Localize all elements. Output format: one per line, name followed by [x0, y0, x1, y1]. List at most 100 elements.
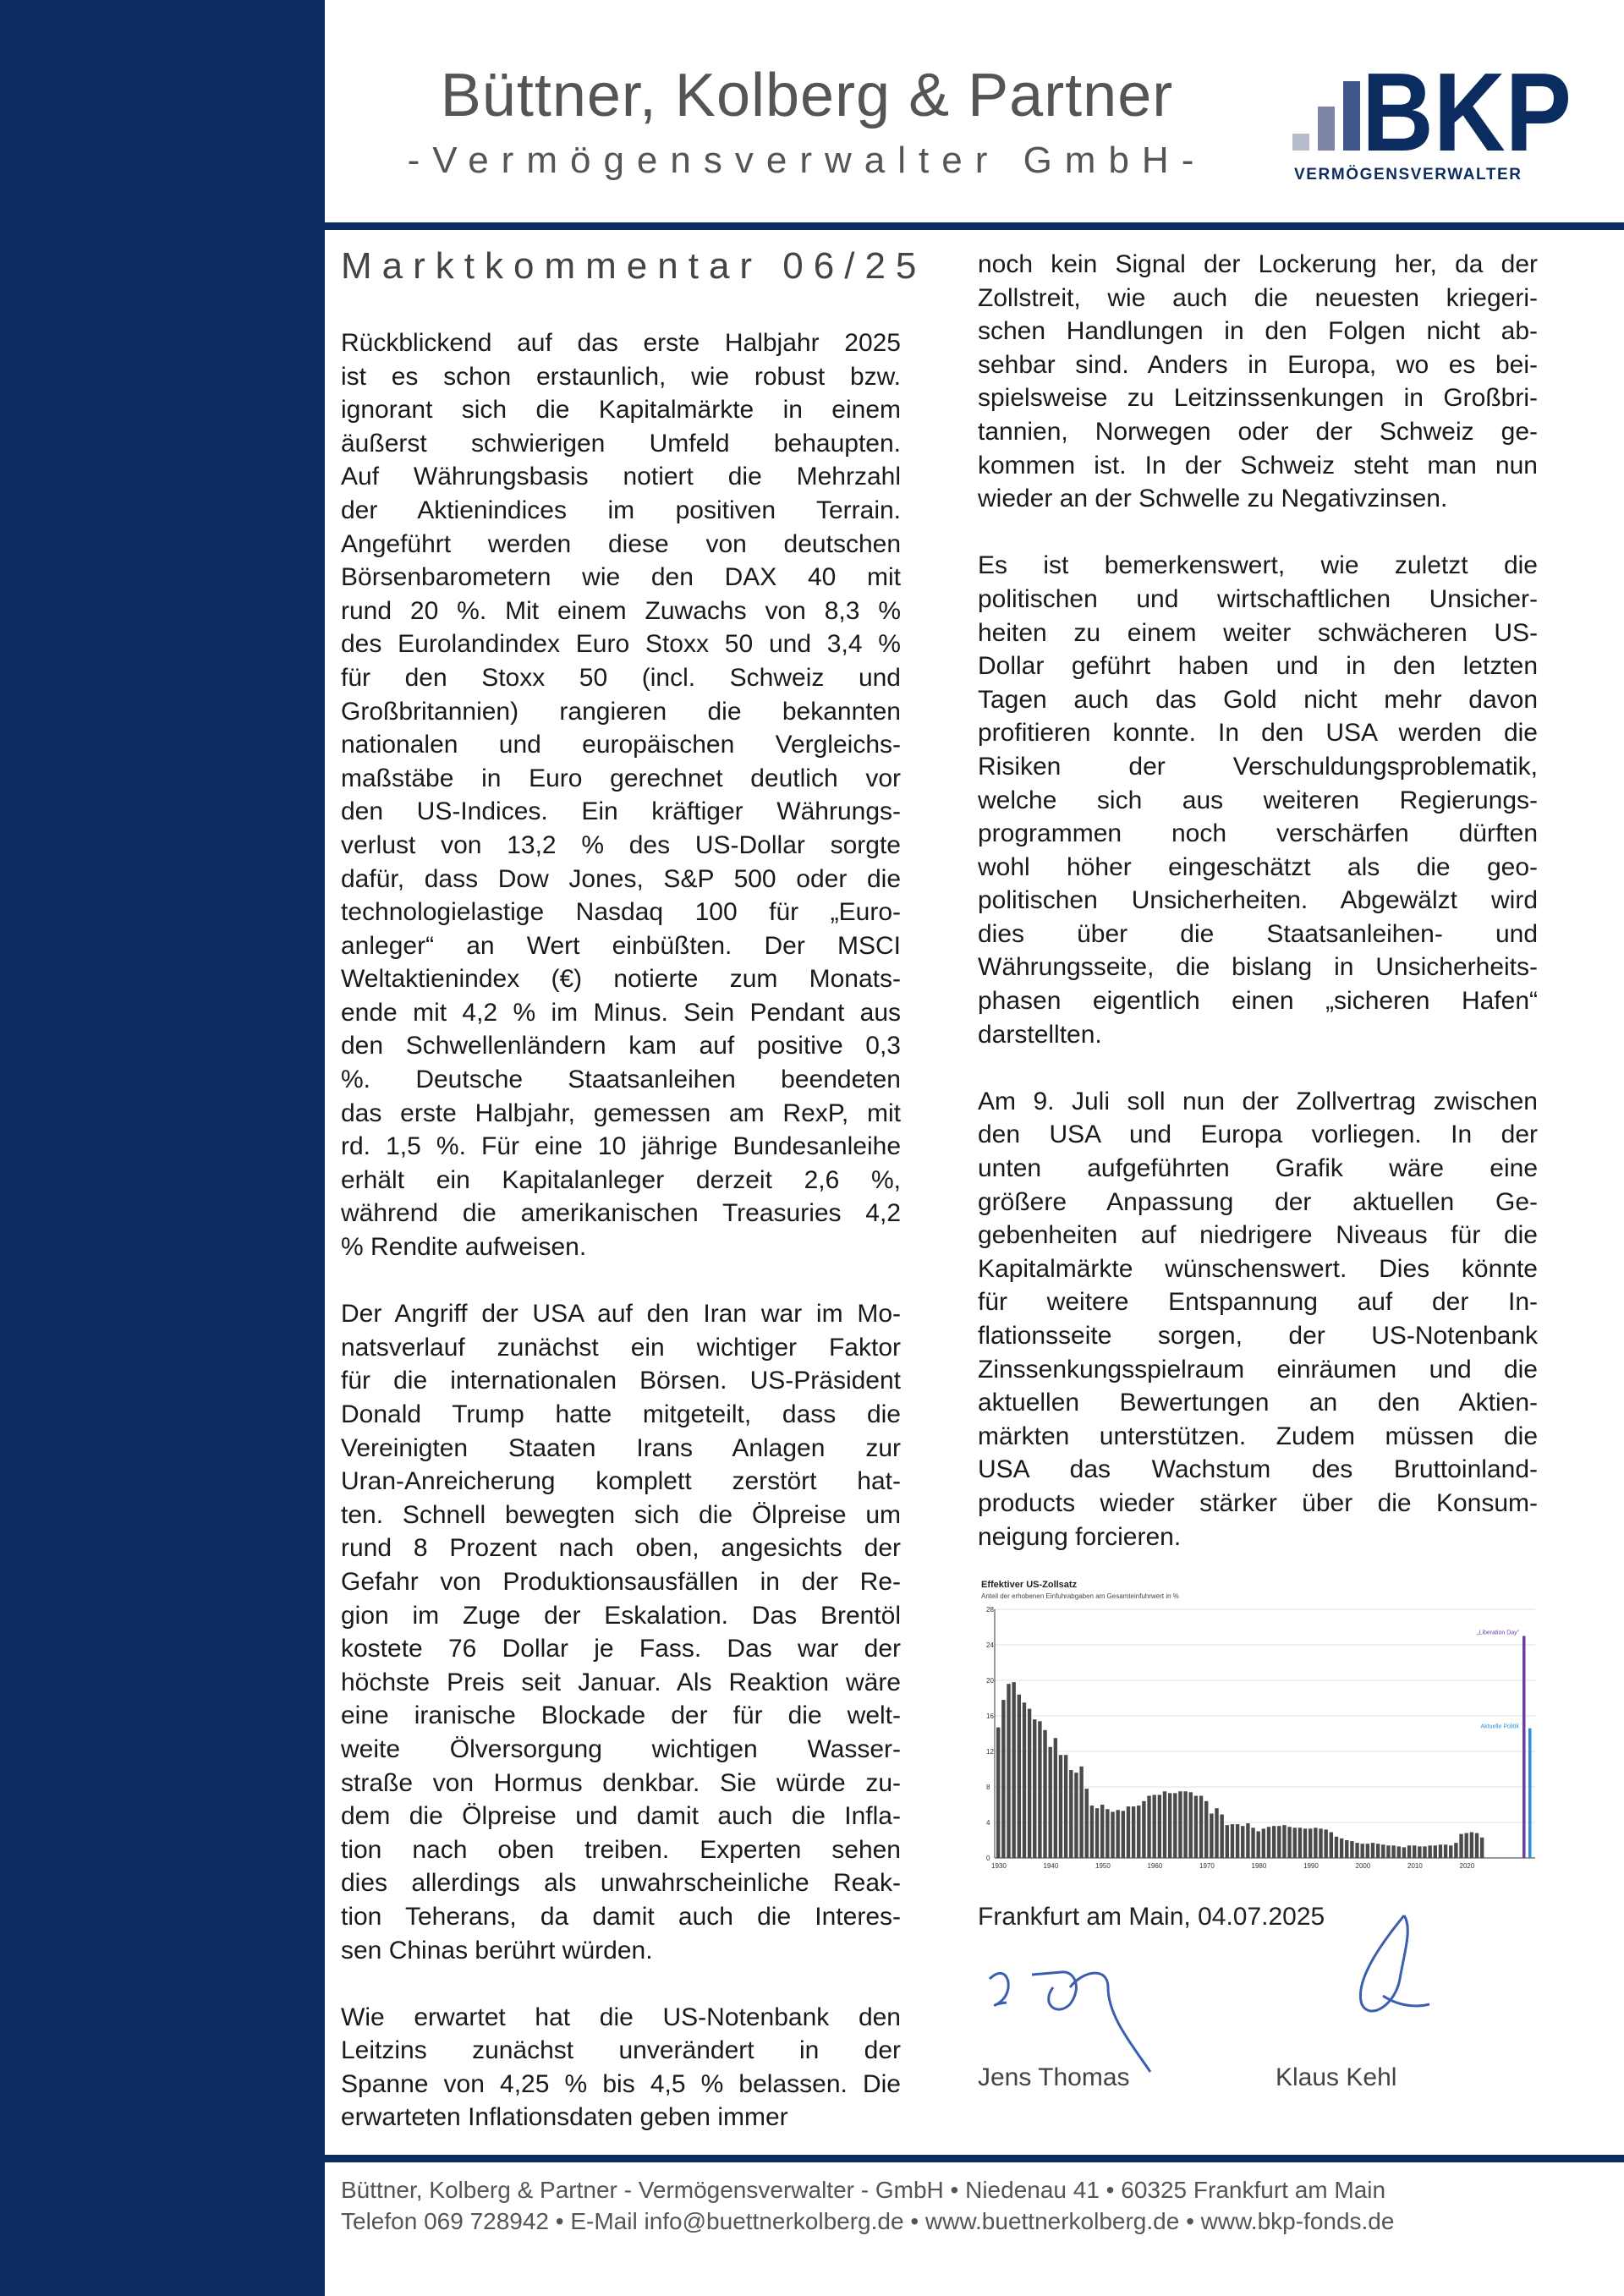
text-line: während die amerikanischen Treasuries 4,… — [341, 1199, 901, 1228]
text-line: Tagen auch das Gold nicht mehr davon — [978, 685, 1538, 714]
text-line: Auf Währungsbasis notiert die Mehrzahl — [341, 463, 901, 491]
text-line: weite Ölversorgung wichtigen Wasser- — [341, 1734, 901, 1763]
text-line: rund 8 Prozent nach oben, angesichts der — [341, 1534, 901, 1563]
bar-2015 — [1438, 1844, 1443, 1858]
bar-1948 — [1089, 1806, 1095, 1858]
bar-2012 — [1423, 1846, 1427, 1858]
x-tick-label: 2020 — [1460, 1862, 1475, 1870]
bar-1987 — [1292, 1827, 1297, 1858]
bar-1965 — [1178, 1791, 1182, 1858]
bar-1938 — [1038, 1721, 1042, 1858]
bar-1949 — [1095, 1808, 1100, 1858]
signature-klaus-kehl — [1359, 1915, 1430, 2013]
bar-1971 — [1210, 1813, 1214, 1858]
text-line: phasen eigentlich einen „sicheren Hafen“ — [978, 987, 1538, 1016]
paragraph-gap — [341, 1264, 901, 1298]
y-tick-label: 12 — [986, 1748, 994, 1756]
bar-1957 — [1137, 1806, 1141, 1858]
bar-1973 — [1220, 1814, 1224, 1858]
bar-1970 — [1204, 1800, 1209, 1858]
bar-2001 — [1365, 1844, 1370, 1858]
text-line: Dollar geführt haben und in den letzten — [978, 652, 1538, 681]
bar-2010 — [1413, 1845, 1417, 1858]
company-name: Büttner, Kolberg & Partner — [440, 62, 1174, 129]
bar-1966 — [1183, 1791, 1188, 1858]
text-line: den US-Indices. Ein kräftiger Währungs- — [341, 797, 901, 826]
bar-1981 — [1261, 1828, 1266, 1858]
text-line: spielsweise zu Leitzinssenkungen in Groß… — [978, 384, 1538, 413]
sidebar-band — [0, 0, 325, 2296]
bar-2003 — [1375, 1844, 1380, 1858]
text-line: flationsseite sorgen, der US-Notenbank — [978, 1322, 1538, 1350]
text-line: anleger“ an Wert einbüßten. Der MSCI — [341, 931, 901, 960]
text-line: tannien, Norwegen oder der Schweiz ge- — [978, 417, 1538, 446]
bar-1960 — [1152, 1795, 1156, 1858]
scenario-label: Aktuelle Politik — [1480, 1724, 1519, 1730]
text-line: %. Deutsche Staatsanleihen beendeten — [341, 1066, 901, 1094]
text-line: heiten zu einem weiter schwächeren US- — [978, 618, 1538, 647]
chart-title: Effektiver US-Zollsatz — [981, 1580, 1078, 1590]
logo-bar-1 — [1292, 134, 1309, 151]
bar-1947 — [1084, 1789, 1089, 1858]
bar-1935 — [1022, 1702, 1027, 1858]
text-line: kostete 76 Dollar je Fass. Das war der — [341, 1635, 901, 1663]
bar-1941 — [1053, 1738, 1058, 1858]
bar-1933 — [1012, 1682, 1016, 1858]
place-date: Frankfurt am Main, 04.07.2025 — [978, 1903, 1325, 1931]
bar-1974 — [1225, 1825, 1229, 1858]
bar-1963 — [1167, 1793, 1172, 1858]
text-line: Großbritannien) rangieren die bekannten — [341, 697, 901, 726]
y-tick-label: 8 — [986, 1784, 990, 1791]
bar-1979 — [1251, 1827, 1255, 1858]
text-line: Vereinigten Staaten Irans Anlagen zur — [341, 1433, 901, 1462]
text-line: gebenheiten auf niedrigere Niveaus für d… — [978, 1221, 1538, 1250]
bar-1956 — [1131, 1806, 1136, 1858]
logo-bar-3 — [1343, 81, 1360, 151]
bar-aktuelle-politik — [1528, 1728, 1532, 1858]
signatory-name: Klaus Kehl — [1276, 2063, 1397, 2091]
text-line: den USA und Europa vorliegen. In der — [978, 1121, 1538, 1149]
text-line: Zollstreit, wie auch die neuesten kriege… — [978, 283, 1538, 312]
bar-1972 — [1215, 1808, 1219, 1858]
bar-1993 — [1324, 1829, 1328, 1858]
x-tick-label: 1980 — [1252, 1862, 1267, 1870]
text-line: erhält ein Kapitalanleger derzeit 2,6 %, — [341, 1165, 901, 1194]
text-line: rund 20 %. Mit einem Zuwachs von 8,3 % — [341, 596, 901, 625]
bar-1995 — [1334, 1836, 1339, 1858]
bar-1991 — [1314, 1827, 1318, 1858]
footer-contact: Telefon 069 728942 • E-Mail info@buettne… — [341, 2208, 1395, 2234]
bar-1984 — [1277, 1826, 1281, 1858]
text-line: welche sich aus weiteren Regierungs- — [978, 786, 1538, 814]
bar-1990 — [1309, 1828, 1313, 1858]
text-line: das erste Halbjahr, gemessen am RexP, mi… — [341, 1099, 901, 1127]
bar-1982 — [1266, 1827, 1271, 1858]
text-line: für weitere Entspannung auf der In- — [978, 1288, 1538, 1317]
text-line: Am 9. Juli soll nun der Zollvertrag zwis… — [978, 1087, 1538, 1115]
text-line: verlust von 13,2 % des US-Dollar sorgte — [341, 830, 901, 859]
bar-2006 — [1391, 1845, 1396, 1858]
text-line: dies allerdings als unwahrscheinliche Re… — [341, 1869, 901, 1898]
bar-2014 — [1433, 1845, 1437, 1858]
bar-1952 — [1111, 1811, 1115, 1858]
y-tick-label: 4 — [986, 1819, 990, 1827]
paragraph-gap — [341, 1967, 901, 2001]
text-line: dafür, dass Dow Jones, S&P 500 oder die — [341, 864, 901, 893]
text-line: ende mit 4,2 % im Minus. Sein Pendant au… — [341, 998, 901, 1027]
text-line: Der Angriff der USA auf den Iran war im … — [341, 1300, 901, 1329]
bar-2008 — [1402, 1847, 1407, 1858]
text-line: des Eurolandindex Euro Stoxx 50 und 3,4 … — [341, 630, 901, 659]
text-line: ist es schon erstaunlich, wie robust bzw… — [341, 362, 901, 391]
bar-1977 — [1241, 1826, 1245, 1858]
text-line: größere Anpassung der aktuellen Ge- — [978, 1187, 1538, 1216]
y-tick-label: 20 — [986, 1677, 994, 1685]
text-line: unten aufgeführten Grafik wäre eine — [978, 1154, 1538, 1183]
text-line: maßstäbe in Euro gerechnet deutlich vor — [341, 764, 901, 792]
document-title: Marktkommentar 06/25 — [341, 245, 927, 287]
text-line: straße von Hormus denkbar. Sie würde zu- — [341, 1768, 901, 1797]
bar-1950 — [1100, 1805, 1105, 1858]
scenario-label: „Liberation Day“ — [1477, 1630, 1519, 1636]
text-line: Risiken der Verschuldungsproblematik, — [978, 752, 1538, 781]
tariff-chart: Effektiver US-Zollsatz Anteil der erhobe… — [981, 1580, 1535, 1870]
bar-liberation-day — [1522, 1636, 1526, 1858]
bar-1959 — [1147, 1795, 1151, 1858]
